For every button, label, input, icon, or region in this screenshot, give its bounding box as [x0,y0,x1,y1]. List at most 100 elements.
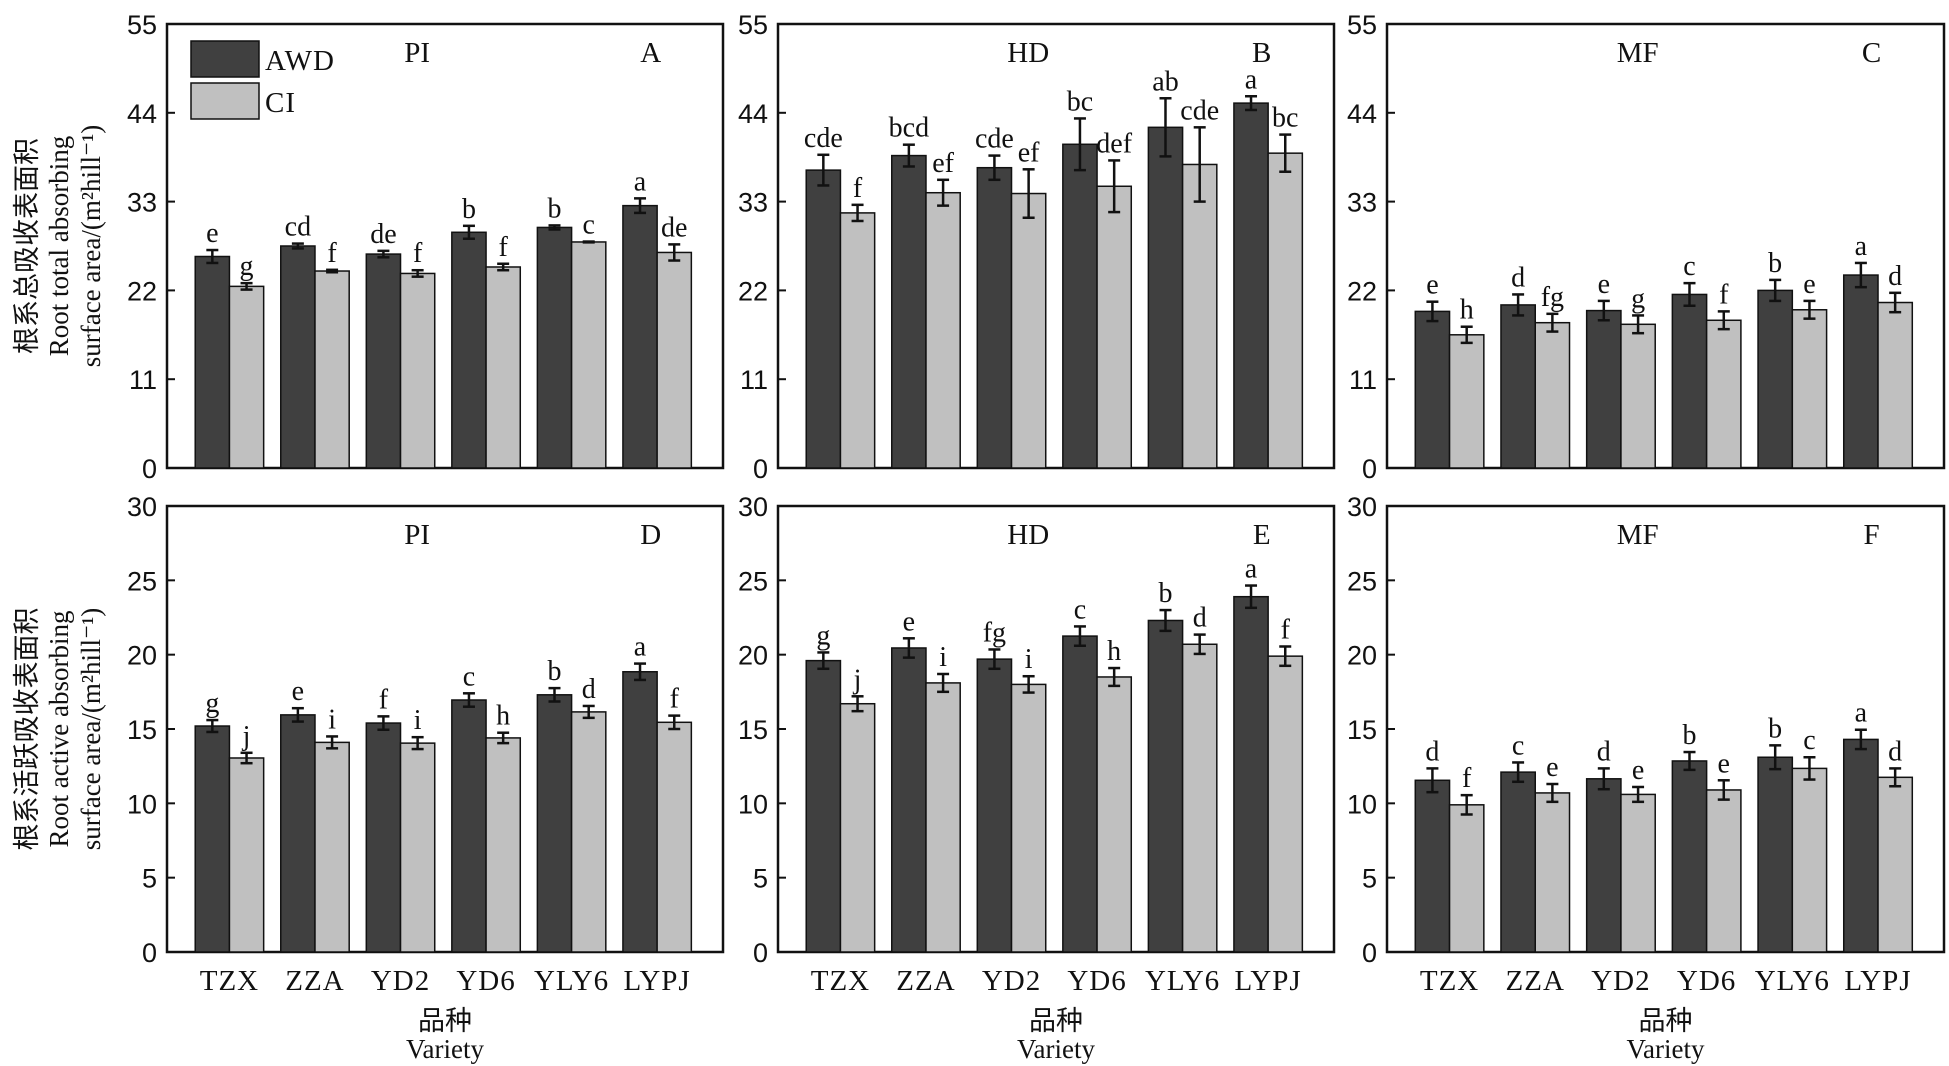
bar-ci [314,741,350,953]
y-tick-label: 20 [127,641,157,671]
bar-awd [1671,760,1708,953]
bar-ci [1620,323,1656,469]
significance-letter: d [582,674,596,705]
y-tick-label: 5 [753,864,768,894]
significance-letter: d [1888,261,1902,292]
bar-ci [1534,792,1571,953]
x-tick-label: YLY6 [1145,965,1220,997]
significance-letter: e [292,676,304,707]
significance-letter: b [462,194,476,225]
y-tick-label: 0 [1362,938,1377,968]
bar-ci [1010,683,1047,953]
bar-awd [365,722,402,953]
legend-swatch-awd [190,40,260,78]
x-tick-label: YD2 [982,965,1041,997]
bar-awd [622,671,658,953]
panel-letter: D [640,519,661,551]
significance-letter: f [1719,279,1729,310]
y-tick-label: 11 [129,365,157,395]
y-tick-label: 33 [738,188,768,218]
x-axis-title-en: Variety [1627,1034,1705,1064]
bar-ci [570,711,607,953]
panel-d: 051015202530gjTZXeiZZAfiYD2chYD6bdYLY6af… [12,492,725,1064]
bar-awd [622,204,658,469]
bar-awd [365,253,402,469]
bar-ci [1534,321,1571,469]
significance-letter: a [634,166,647,197]
bar-awd [976,658,1013,953]
y-tick-label: 0 [753,454,768,484]
y-tick-label: 55 [127,10,157,40]
significance-letter: d [1511,262,1525,293]
bar-ci [839,702,876,953]
y-tick-label: 30 [1347,492,1377,522]
x-axis-title-en: Variety [406,1034,484,1064]
significance-letter: c [582,210,594,241]
y-tick-label: 15 [1347,715,1377,745]
bar-ci [1448,804,1485,953]
bar-ci [925,191,961,469]
significance-letter: ef [1018,137,1040,168]
bar-awd [1842,738,1879,953]
significance-letter: fg [1541,282,1564,313]
significance-letter: ab [1152,66,1178,97]
significance-letter: g [1631,283,1645,314]
significance-letter: g [816,620,830,651]
significance-letter: c [1683,251,1695,282]
x-tick-label: LYPJ [1235,965,1302,997]
y-tick-label: 33 [127,188,157,218]
significance-letter: e [1803,269,1815,300]
bar-ci [925,682,961,953]
significance-letter: b [1158,578,1172,609]
y-tick-label: 25 [127,566,157,596]
bar-awd [1233,102,1269,469]
x-tick-label: TZX [1420,965,1479,997]
panel-letter: F [1864,519,1880,551]
bar-ci [656,251,693,469]
bar-ci [1791,309,1828,469]
y-tick-label: 25 [1347,566,1377,596]
y-tick-label: 44 [127,99,157,129]
y-axis-title-line-1: 根系总吸收表面积 [12,138,42,354]
panel-letter: A [640,37,661,69]
x-tick-label: YLY6 [1755,965,1830,997]
significance-letter: f [413,238,423,269]
y-axis-title-line-1: 根系活跃吸收表面积 [12,608,42,851]
bar-ci [1448,334,1485,469]
bar-awd [1414,779,1451,953]
bar-ci [570,241,607,469]
y-tick-label: 33 [1347,188,1377,218]
bar-ci [1877,301,1914,469]
bar-ci [1267,152,1304,469]
bar-awd [1062,635,1098,953]
bar-awd [1671,293,1708,469]
significance-letter: h [1460,295,1474,326]
significance-letter: h [496,701,510,732]
y-tick-label: 5 [1362,864,1377,894]
bar-awd [194,255,231,469]
significance-letter: bcd [889,113,929,144]
bar-awd [451,231,487,469]
bar-awd [1147,126,1184,469]
significance-letter: ef [932,148,954,179]
bar-ci [1791,767,1828,953]
significance-letter: b [547,656,561,687]
y-tick-label: 10 [1347,789,1377,819]
bar-awd [891,154,927,469]
significance-letter: d [1425,736,1439,767]
panel-e: 051015202530gjTZXeiZZAfgiYD2chYD6bdYLY6a… [738,492,1336,1064]
significance-letter: bc [1067,86,1093,117]
significance-letter: d [1193,603,1207,634]
significance-letter: a [1245,64,1258,95]
legend-label-awd: AWD [265,45,335,77]
significance-letter: g [240,251,254,282]
stage-label: MF [1617,519,1659,551]
significance-letter: cd [285,212,311,243]
y-tick-label: 55 [1347,10,1377,40]
significance-letter: g [205,688,219,719]
bar-awd [1500,304,1536,469]
significance-letter: cde [975,124,1014,155]
legend-swatch-ci [190,82,260,120]
significance-letter: e [1426,270,1438,301]
significance-letter: a [1245,554,1258,585]
